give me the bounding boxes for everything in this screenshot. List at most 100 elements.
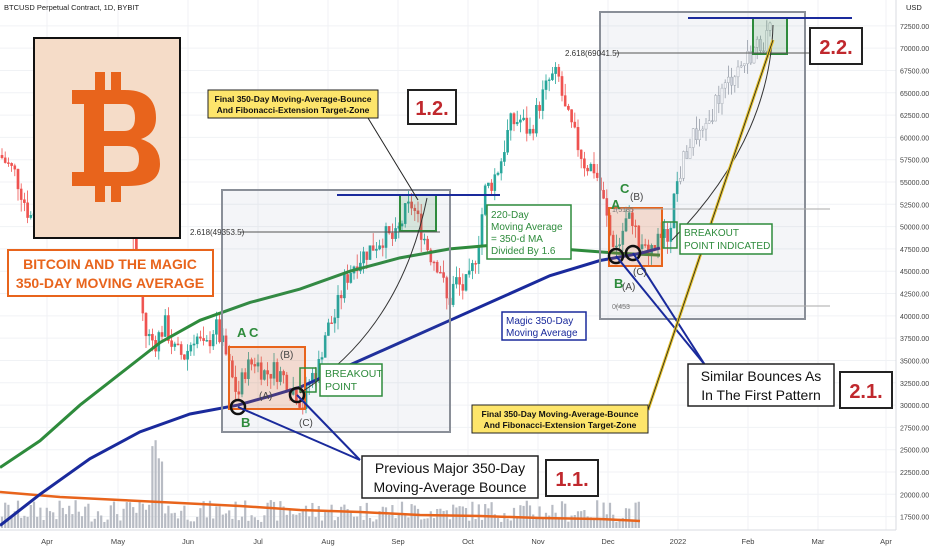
volume-bar [45,507,48,528]
pointer-final-top [367,117,419,201]
candle-body [423,238,426,241]
candle-body [375,248,378,251]
volume-bar [333,520,336,528]
volume-bar [84,506,87,528]
time-tick-label: May [111,537,125,546]
title-box [7,249,214,297]
box-2-1 [839,371,893,409]
candle-body [202,338,205,341]
volume-bar [170,513,173,528]
candle-body [410,201,413,209]
candle-body [387,226,391,234]
volume-bar [455,507,458,528]
candle-body [595,172,599,178]
volume-bar [304,505,308,528]
volume-bar [509,520,512,528]
wave-label-B2: B [614,276,623,291]
volume-bar [122,508,125,528]
candle-body [515,122,519,125]
volume-bar [167,505,170,528]
volume-bar [628,508,631,528]
volume-bar [384,507,388,528]
candle-body [768,22,772,31]
bounce-marker-4 [624,244,642,262]
volume-bar [208,500,212,528]
candle-body [701,128,705,131]
candle-body [234,376,237,392]
symbol-header: BTCUSD Perpetual Contract, 1D, BYBIT [4,3,139,12]
price-axis-panel[interactable] [896,0,932,550]
candle-body [23,199,26,203]
svg-text:POINT INDICATED: POINT INDICATED [684,241,770,252]
volume-bar [516,517,519,528]
candle-body [541,89,545,111]
candle-body [461,284,465,291]
volume-bar [330,504,333,528]
volume-bar [93,518,96,528]
volume-bar [295,514,298,528]
candle-body [199,336,202,339]
candle-body [179,344,183,355]
price-tick-label: 45000.00 [900,269,929,276]
candle-body [723,82,727,89]
volume-bar [346,509,349,528]
fib-label-2-top: 1(5185 [612,207,634,214]
svg-text:Magic 350-Day: Magic 350-Day [506,316,573,327]
candle-body [407,201,410,204]
volume-bar [378,511,381,528]
pointer-similar-2 [632,252,706,366]
candle-body [435,261,439,273]
candle-body [3,157,7,163]
candle-body [480,214,484,247]
price-tick-label: 35000.00 [900,358,929,365]
candle-body [528,128,532,134]
time-axis-panel[interactable] [0,530,896,550]
wave-label-B1: B [241,415,250,430]
candle-body [349,272,353,283]
volume-bar [324,512,327,528]
volume-bars [0,440,641,528]
svg-text:Divided By 1.6: Divided By 1.6 [491,246,556,257]
volume-bar [535,518,538,528]
volume-bar [506,518,509,528]
candle-body [368,245,372,260]
candle-body [535,104,538,134]
volume-bar [464,507,468,528]
volume-bar [234,501,237,528]
candle-body [176,343,180,346]
candle-body [451,283,455,305]
volume-bar [71,514,74,528]
volume-bar [496,518,500,528]
volume-bar [7,504,10,528]
price-tick-label: 72500.00 [900,24,929,31]
volume-bar [119,520,122,528]
volume-bar [637,501,640,528]
candle-body [704,123,708,130]
candle-body [403,203,407,224]
volume-bar [468,520,471,528]
candle-body [669,227,673,242]
volume-bar [544,512,548,528]
svg-text:Previous Major 350-Day: Previous Major 350-Day [375,460,525,476]
volume-bar [276,520,279,528]
volume-bar [631,519,634,528]
volume-bar [404,515,407,528]
candle-body [618,244,621,247]
svg-text:POINT: POINT [325,381,358,393]
candle-body [490,182,493,191]
volume-bar [52,512,55,528]
wave-label-A1: A [237,325,247,340]
volume-bar [381,506,384,528]
svg-text:In The First Pattern: In The First Pattern [701,387,821,403]
volume-bar [420,519,423,528]
candle-body [266,370,269,375]
volume-bar [160,461,164,528]
svg-text:Moving-Average Bounce: Moving-Average Bounce [373,479,526,495]
time-tick-label: Apr [880,537,892,546]
candle-body [714,95,717,122]
volume-bar [320,520,324,528]
volume-bar [87,503,90,528]
candle-body [167,315,170,341]
candle-body [298,402,301,408]
